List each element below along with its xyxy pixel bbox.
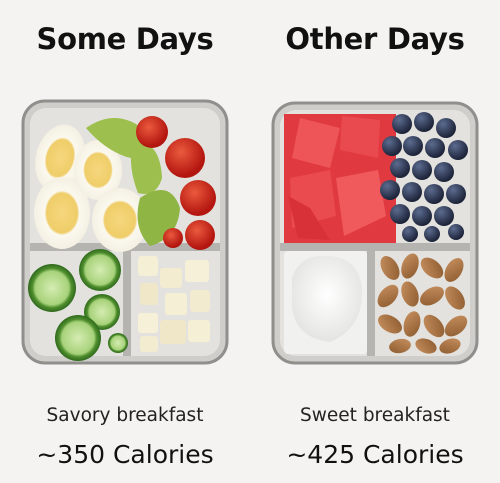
panel-title: Other Days	[285, 22, 465, 56]
lunchbox-sweet-photo	[271, 101, 479, 365]
panel-caption: Sweet breakfast	[300, 405, 450, 426]
panel-caption: Savory breakfast	[46, 405, 204, 426]
calorie-count: ~350 Calories	[36, 440, 214, 469]
savory-panel: Some Days	[21, 22, 229, 469]
panel-title: Some Days	[36, 22, 214, 56]
lunchbox-savory-photo	[21, 99, 229, 365]
calorie-count: ~425 Calories	[286, 440, 464, 469]
sweet-panel: Other Days	[250, 0, 500, 483]
